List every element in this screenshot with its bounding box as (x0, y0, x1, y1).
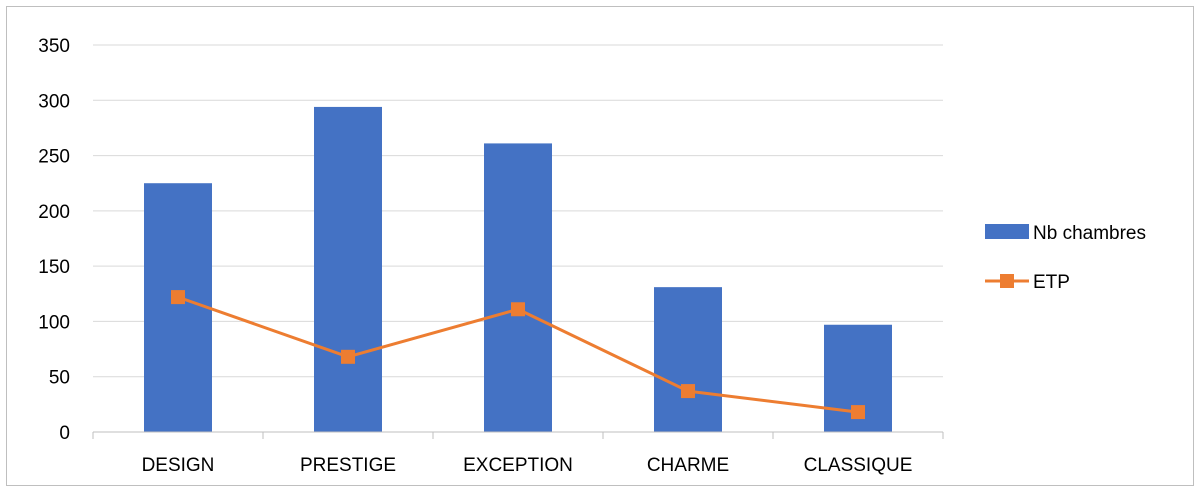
line-marker (681, 384, 695, 399)
line-marker (511, 302, 525, 317)
y-tick-label: 100 (38, 312, 70, 333)
legend-swatch-marker (1000, 274, 1014, 288)
x-tick-label: DESIGN (142, 455, 215, 476)
legend-swatch-bar (985, 224, 1029, 239)
y-tick-label: 250 (38, 147, 70, 168)
bars-nb-chambres (144, 106, 892, 433)
bar (484, 143, 552, 432)
y-tick-label: 150 (38, 257, 70, 278)
y-tick-label: 350 (38, 36, 70, 57)
y-tick-label: 300 (38, 91, 70, 112)
bar (654, 287, 722, 432)
x-tick-label: CLASSIQUE (804, 455, 913, 476)
legend-label: ETP (1033, 272, 1070, 293)
bar (144, 183, 212, 432)
x-tick-label: CHARME (647, 455, 729, 476)
x-tick-label: EXCEPTION (463, 455, 573, 476)
y-tick-label: 200 (38, 202, 70, 223)
legend: Nb chambres ETP (985, 223, 1146, 293)
y-axis-ticks: 0 50 100 150 200 250 300 350 (38, 36, 70, 444)
line-marker (171, 290, 185, 305)
x-tick-label: PRESTIGE (300, 455, 396, 476)
line-marker (341, 349, 355, 364)
line-marker (851, 405, 865, 420)
line-etp (171, 290, 865, 420)
x-axis-categories: DESIGN PRESTIGE EXCEPTION CHARME CLASSIQUE (142, 455, 913, 476)
legend-label: Nb chambres (1033, 223, 1146, 244)
y-tick-label: 0 (59, 423, 70, 444)
x-axis (92, 431, 944, 439)
y-tick-label: 50 (49, 368, 70, 389)
bar (314, 106, 382, 433)
